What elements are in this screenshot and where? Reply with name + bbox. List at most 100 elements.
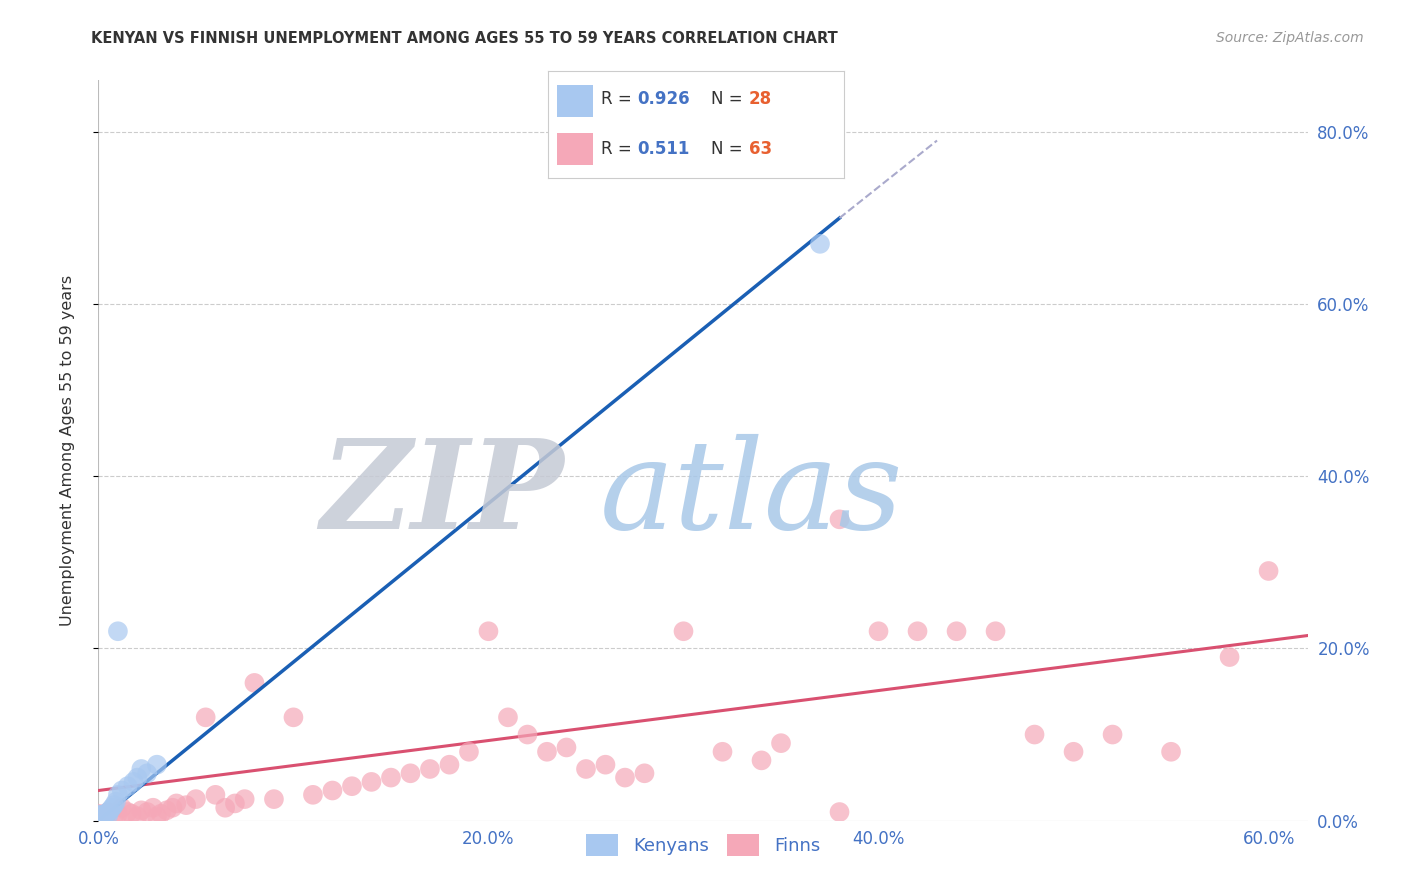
Point [107, 624, 129, 639]
Point [87, 812, 110, 826]
Point [131, 803, 153, 817]
Point [184, 792, 207, 806]
Bar [557, 133, 593, 165]
Point [224, 797, 246, 811]
Text: 0.511: 0.511 [637, 140, 689, 158]
Y-axis label: Unemployment Among Ages 55 to 59 years: Unemployment Among Ages 55 to 59 years [60, 275, 75, 626]
Point [828, 512, 851, 526]
Point [1160, 745, 1182, 759]
Point [87, 811, 110, 825]
Point [516, 727, 538, 741]
Point [98, 803, 121, 817]
Point [243, 676, 266, 690]
Text: R =: R = [602, 140, 637, 158]
Point [117, 805, 139, 819]
Point [165, 797, 187, 811]
Point [97, 805, 120, 819]
Point [419, 762, 441, 776]
Point [711, 745, 734, 759]
Point [111, 801, 134, 815]
Point [283, 710, 305, 724]
Point [614, 771, 637, 785]
Point [146, 809, 169, 823]
Point [97, 805, 120, 819]
Point [399, 766, 422, 780]
Point [868, 624, 890, 639]
Point [136, 805, 159, 819]
Text: 0.926: 0.926 [637, 90, 689, 109]
Bar [557, 85, 593, 117]
Point [1257, 564, 1279, 578]
Text: KENYAN VS FINNISH UNEMPLOYMENT AMONG AGES 55 TO 59 YEARS CORRELATION CHART: KENYAN VS FINNISH UNEMPLOYMENT AMONG AGE… [91, 31, 838, 46]
Point [439, 757, 461, 772]
Point [302, 788, 325, 802]
Point [87, 813, 110, 827]
Point [194, 710, 217, 724]
Point [360, 775, 382, 789]
Point [104, 795, 127, 809]
Point [1219, 650, 1241, 665]
Point [751, 753, 773, 767]
Text: atlas: atlas [600, 434, 904, 556]
Point [127, 771, 149, 785]
Point [156, 803, 179, 817]
Point [263, 792, 285, 806]
Point [87, 809, 110, 823]
Point [633, 766, 655, 780]
Point [103, 798, 125, 813]
Point [87, 814, 110, 828]
Point [204, 788, 226, 802]
Point [174, 798, 197, 813]
Point [477, 624, 499, 639]
Point [89, 809, 111, 823]
Point [575, 762, 598, 776]
Point [97, 808, 120, 822]
Point [1101, 727, 1123, 741]
Point [117, 779, 139, 793]
Point [91, 807, 114, 822]
Text: N =: N = [711, 140, 748, 158]
Point [121, 806, 143, 821]
Point [907, 624, 929, 639]
Point [101, 801, 124, 815]
Point [87, 812, 110, 826]
Point [162, 801, 184, 815]
Text: N =: N = [711, 90, 748, 109]
Text: 63: 63 [749, 140, 772, 158]
Point [136, 766, 159, 780]
Point [127, 809, 149, 823]
Point [111, 783, 134, 797]
Point [1063, 745, 1085, 759]
Point [828, 805, 851, 819]
Point [91, 811, 114, 825]
Point [142, 801, 165, 815]
Point [769, 736, 792, 750]
Point [87, 809, 110, 823]
Point [149, 806, 172, 821]
Point [984, 624, 1007, 639]
Point [536, 745, 558, 759]
Point [945, 624, 967, 639]
Text: 28: 28 [749, 90, 772, 109]
Point [87, 806, 110, 821]
Point [103, 809, 125, 823]
Legend: Kenyans, Finns: Kenyans, Finns [579, 827, 827, 863]
Point [808, 236, 831, 251]
Text: R =: R = [602, 90, 637, 109]
Point [458, 745, 481, 759]
Point [107, 788, 129, 802]
Point [595, 757, 617, 772]
Point [146, 757, 169, 772]
Point [380, 771, 402, 785]
Point [214, 801, 236, 815]
Point [87, 814, 110, 828]
Point [87, 807, 110, 822]
Point [321, 783, 343, 797]
Point [107, 806, 129, 821]
Point [233, 792, 256, 806]
Point [340, 779, 363, 793]
Point [93, 809, 115, 823]
Point [122, 775, 145, 789]
Point [1024, 727, 1046, 741]
Point [89, 812, 111, 826]
